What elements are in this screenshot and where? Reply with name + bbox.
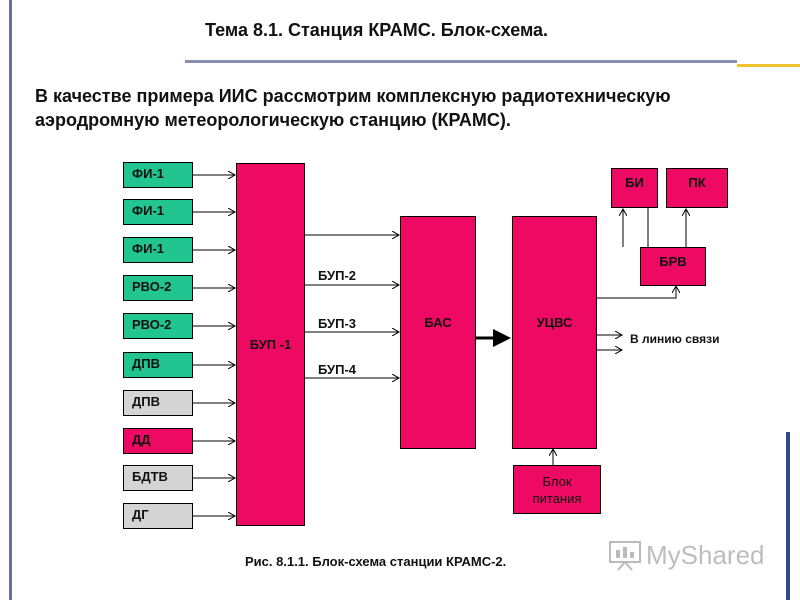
presentation-icon (609, 541, 641, 571)
bas-block: БАС (400, 216, 476, 449)
sensor-box: ДПВ (123, 390, 193, 416)
sensor-box: ФИ-1 (123, 237, 193, 263)
intro-text: В качестве примера ИИС рассмотрим компле… (35, 86, 671, 130)
pk-block: ПК (666, 168, 728, 208)
link-label: В линию связи (630, 332, 720, 346)
pk-label: ПК (688, 175, 706, 190)
ucvs-label: УЦВС (536, 315, 573, 330)
bup2-label: БУП-2 (318, 268, 357, 283)
title-underline (185, 60, 737, 63)
figure-caption: Рис. 8.1.1. Блок-схема станции КРАМС-2. (245, 554, 507, 569)
logo-text: MyShared (646, 540, 765, 570)
sensor-box: ФИ-1 (123, 199, 193, 225)
power-label: Блок питания (532, 473, 582, 506)
ucvs-block: УЦВС (512, 216, 597, 449)
sensor-box: ДПВ (123, 352, 193, 378)
myshared-logo: MyShared (606, 536, 776, 576)
power-block: Блок питания (513, 465, 601, 514)
sensor-box: ДД (123, 428, 193, 454)
bup1-block: БУП -1 (236, 163, 305, 526)
brv-label: БРВ (659, 254, 687, 269)
bas-label: БАС (424, 315, 452, 330)
bup4-label: БУП-4 (318, 362, 357, 377)
left-accent-rule (9, 0, 12, 600)
ucvs-brv-link (597, 286, 676, 299)
sensor-box: РВО-2 (123, 275, 193, 301)
bup3-label: БУП-3 (318, 316, 357, 331)
title-underline-accent (737, 64, 800, 67)
brv-block: БРВ (640, 247, 706, 286)
bi-block: БИ (611, 168, 658, 208)
sensor-box: ДГ (123, 503, 193, 529)
slide-title: Тема 8.1. Станция КРАМС. Блок-схема. (205, 20, 549, 40)
bup1-label: БУП -1 (249, 337, 292, 352)
sensor-box: ФИ-1 (123, 162, 193, 188)
right-accent-rule (786, 432, 790, 600)
sensor-box: БДТВ (123, 465, 193, 491)
bi-label: БИ (625, 175, 644, 190)
sensor-box: РВО-2 (123, 313, 193, 339)
